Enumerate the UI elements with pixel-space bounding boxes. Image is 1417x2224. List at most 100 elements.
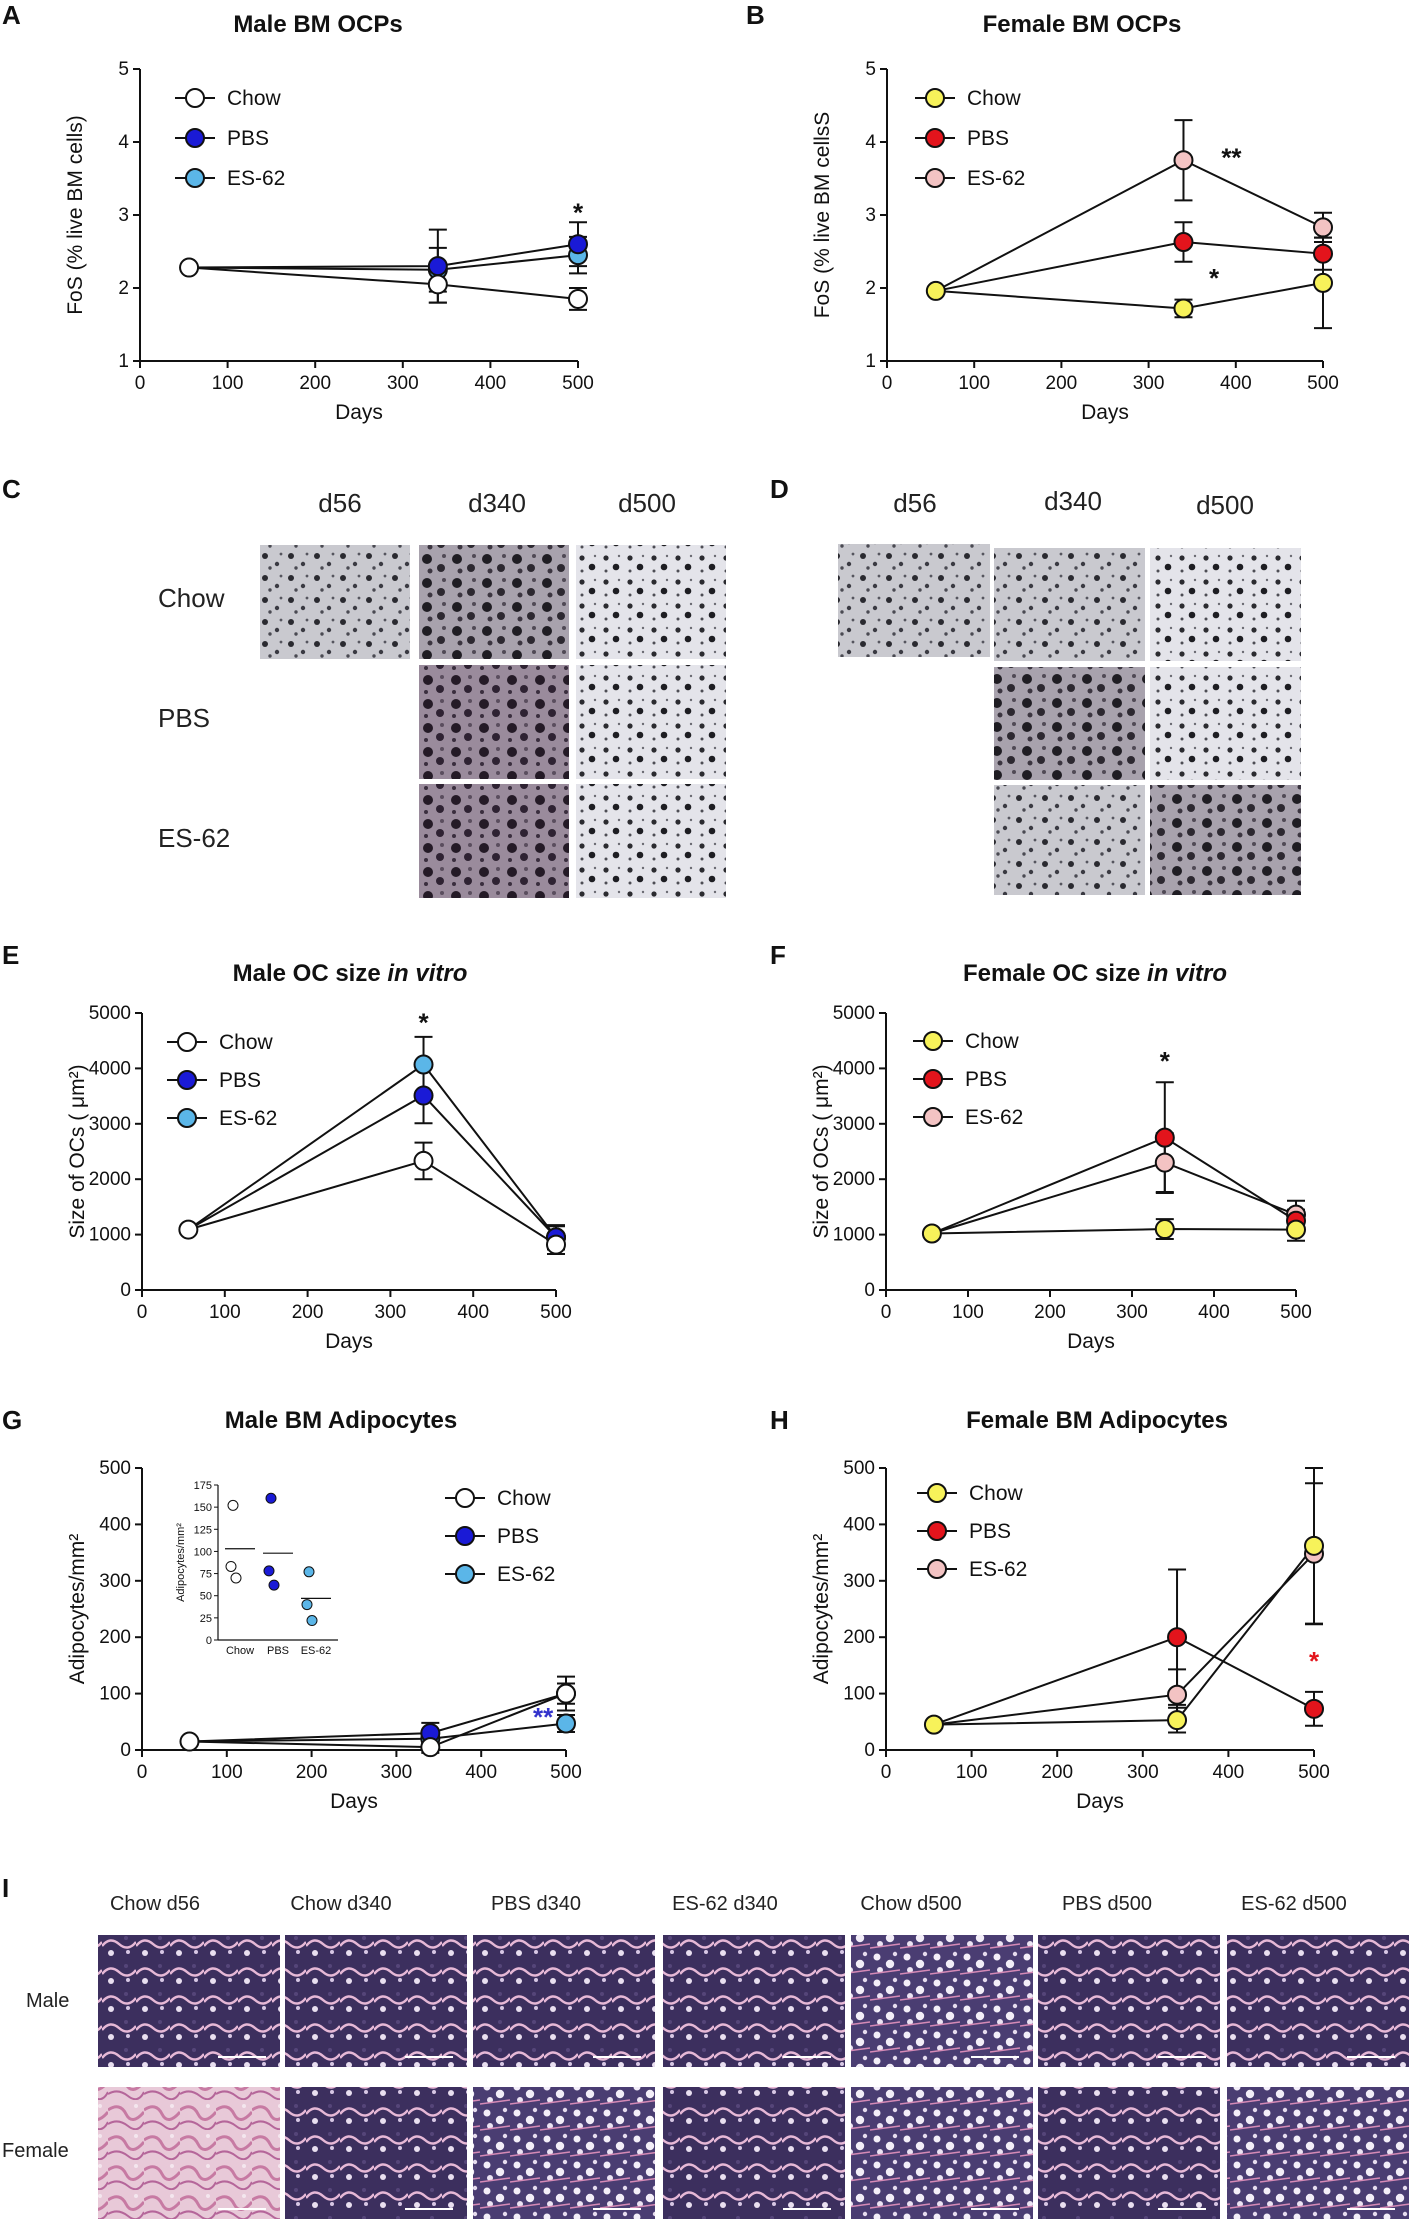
panel-label-A: A [2,0,21,30]
micrograph-female-es62-d340 [994,785,1145,895]
x-tick-label: 400 [1198,1302,1230,1323]
x-tick-label: 100 [212,373,244,394]
legend-marker-pbs [925,128,945,148]
legend-marker-chow [185,88,205,108]
legend-label: PBS [497,1525,539,1548]
y-tick-label: 400 [843,1514,875,1535]
panel-label-H: H [770,1405,789,1435]
data-point-chow [1167,1710,1188,1731]
y-tick-label: 5000 [833,1003,875,1024]
inset-category-label: Chow [226,1645,254,1657]
legend-marker-es-62 [177,1108,197,1128]
panel-label-I: I [2,1873,9,1903]
series-line-pbs [931,1136,1297,1235]
inset-y-tick-label: 75 [200,1569,212,1581]
legend-label: Chow [969,1482,1024,1505]
x-tick-label: 200 [1034,1302,1066,1323]
data-point-es-62 [1154,1152,1175,1173]
series-line-chow [188,266,579,300]
x-tick-label: 100 [958,373,990,394]
x-tick-label: 200 [299,373,331,394]
panel-label-C: C [2,474,21,504]
y-tick-label: 300 [843,1571,875,1592]
panel-label-G: G [2,1405,22,1435]
significance-annotation: * [573,197,584,227]
y-tick-label: 2000 [89,1169,131,1190]
legend-marker-es-62 [923,1107,943,1127]
legend-marker-pbs [455,1526,475,1546]
significance-annotation: * [418,1007,429,1037]
data-point-chow [1313,272,1333,293]
chart-title-main: Male OC size [233,960,381,987]
data-point-chow [921,1223,942,1244]
legend-label: ES-62 [219,1107,277,1130]
inset-y-tick-label: 0 [206,1635,212,1647]
chart-title: Male BM OCPs [233,11,402,38]
data-point-es-62 [413,1054,434,1075]
inset-y-tick-label: 150 [194,1502,212,1514]
x-axis-label: Days [335,401,383,424]
micrograph-female-pbs-d500 [1150,667,1301,780]
inset-y-tick-label: 50 [200,1591,212,1603]
inset-point [268,1579,280,1591]
histology-image-male-3 [473,1935,655,2067]
x-tick-label: 200 [1041,1762,1073,1783]
legend-marker-es-62 [185,168,205,188]
panelD-col-d56: d56 [893,488,936,518]
y-tick-label: 3000 [89,1114,131,1135]
histology-image-male-5 [851,1935,1033,2067]
series-line-es-62 [931,1161,1297,1235]
x-tick-label: 0 [137,1302,148,1323]
micrograph-male-chow-d340 [419,545,569,659]
chart-title: Male BM Adipocytes [225,1407,458,1434]
data-point-es-62 [1173,150,1194,171]
data-point-chow [179,1731,200,1752]
panel-label-F: F [770,940,786,970]
significance-annotation: * [1209,263,1220,293]
x-tick-label: 0 [882,373,893,394]
x-tick-label: 0 [135,373,146,394]
inset-point [227,1499,239,1511]
x-tick-label: 500 [1307,373,1339,394]
series-line-chow [935,281,1324,310]
legend-marker-pbs [927,1521,947,1541]
y-tick-label: 1000 [89,1225,131,1246]
inset-y-tick-label: 100 [194,1546,212,1558]
x-tick-label: 0 [881,1302,892,1323]
data-point-es-62 [556,1713,576,1734]
panel-I-histology: Chow d56 Chow d340 PBS d340 ES-62 d340 C… [2,1893,1409,2219]
y-axis-label: Size of OCs ( μm²) [810,1064,833,1238]
legend-label: PBS [227,127,269,150]
histology-image-female-6 [1038,2087,1220,2219]
x-axis-label: Days [330,1790,378,1813]
legend-label: Chow [227,87,282,110]
inset-category-label: ES-62 [301,1645,332,1657]
legend-marker-chow [923,1031,943,1051]
panelI-col-chow-d500: Chow d500 [860,1893,961,1915]
legend-label: PBS [967,127,1009,150]
legend-label: PBS [969,1520,1011,1543]
data-point-chow [923,1714,944,1735]
y-axis-label: Adipocytes/mm² [66,1534,89,1685]
panelD-col-d500: d500 [1196,490,1254,520]
legend-marker-chow [177,1032,197,1052]
legend-marker-pbs [923,1069,943,1089]
chart-A-male-bm-ocps: Male BM OCPs 0 100 200 300 400 500 1 2 3 4 5 Days FoS… [64,11,594,424]
y-tick-label: 0 [120,1740,131,1761]
series-line-pbs [935,241,1324,292]
y-tick-label: 200 [99,1627,131,1648]
panelI-col-chow-d56: Chow d56 [110,1893,200,1915]
chart-title: Male OC size in vitro [233,960,468,987]
inset-point [303,1566,315,1578]
legend-marker-es-62 [455,1564,475,1584]
y-axis-label: FoS (% live BM cells) [64,115,87,315]
micrograph-male-pbs-d340 [419,665,569,779]
panelI-col-chow-d340: Chow d340 [290,1893,391,1915]
data-point-chow [179,257,200,278]
y-tick-label: 2 [118,278,129,299]
y-tick-label: 0 [864,1740,875,1761]
panelI-col-pbs-d340: PBS d340 [491,1893,581,1915]
x-tick-label: 400 [457,1302,489,1323]
panelC-col-d500: d500 [618,488,676,518]
